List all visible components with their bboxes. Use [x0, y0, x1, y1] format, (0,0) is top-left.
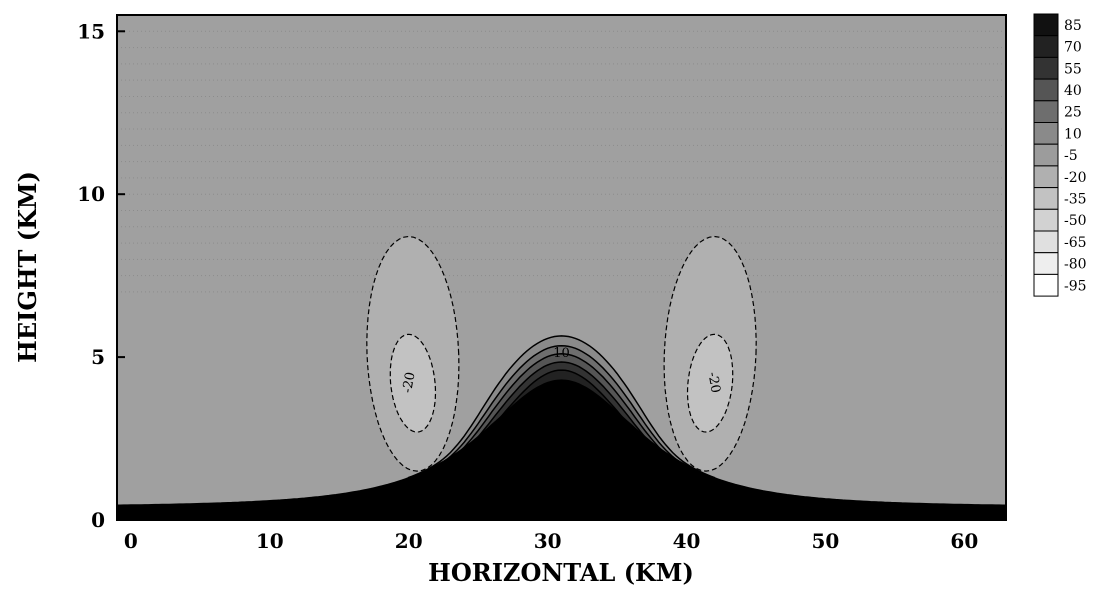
colorbar-label: -95 — [1064, 278, 1087, 294]
colorbar-swatch — [1033, 13, 1059, 37]
y-axis-title: HEIGHT (KM) — [13, 171, 42, 363]
colorbar-swatch — [1033, 230, 1059, 254]
plot-frame — [116, 14, 1007, 521]
contour-fields: -20 -20 10 — [117, 235, 1006, 520]
x-tick-label: 0 — [124, 529, 138, 553]
contour-label: 10 — [553, 346, 570, 361]
colorbar-swatch — [1033, 35, 1059, 58]
contour-label: -20 — [704, 371, 722, 394]
x-tick-label: 20 — [395, 529, 423, 553]
colorbar-label: 40 — [1064, 83, 1082, 99]
colorbar-label: 55 — [1064, 61, 1082, 77]
y-tick-label: 5 — [91, 345, 105, 369]
colorbar-label: 25 — [1064, 105, 1082, 121]
colorbar-label: -80 — [1064, 257, 1087, 273]
colorbar-label: 85 — [1064, 18, 1082, 34]
negative-lobe-inner — [686, 333, 734, 433]
colorbar-swatch — [1033, 273, 1059, 297]
colorbar-label: -50 — [1064, 213, 1087, 229]
colorbar-swatch — [1033, 208, 1059, 232]
x-tick-label: 30 — [534, 529, 562, 553]
x-tick-label: 10 — [256, 529, 284, 553]
y-axis: 0 5 10 15 — [77, 19, 125, 532]
negative-lobe-inner — [389, 333, 437, 433]
colorbar-swatch — [1033, 56, 1059, 80]
colorbar-swatch — [1033, 187, 1059, 210]
colorbar: 85 70 55 40 25 10 -5 -20 -35 -50 -65 -80 -95 — [1033, 13, 1087, 297]
y-tick-label: 10 — [77, 182, 105, 206]
x-tick-label: 40 — [673, 529, 701, 553]
y-tick-label: 15 — [77, 19, 105, 43]
colorbar-swatch — [1033, 100, 1059, 124]
colorbar-label: 10 — [1064, 126, 1082, 142]
colorbar-swatch — [1033, 252, 1059, 275]
colorbar-swatch — [1033, 143, 1059, 167]
colorbar-label: -35 — [1064, 191, 1087, 207]
contour-label: -20 — [400, 371, 418, 394]
dotted-grid — [117, 30, 1006, 293]
x-tick-label: 60 — [950, 529, 978, 553]
colorbar-label: -65 — [1064, 235, 1087, 251]
colorbar-label: 70 — [1064, 40, 1082, 56]
colorbar-label: -20 — [1064, 170, 1087, 186]
y-tick-label: 0 — [91, 508, 105, 532]
colorbar-label: -5 — [1064, 148, 1078, 164]
colorbar-swatch — [1033, 165, 1059, 189]
terrain — [117, 379, 1006, 520]
x-axis-title: HORIZONTAL (KM) — [428, 558, 694, 587]
x-tick-label: 50 — [812, 529, 840, 553]
colorbar-swatch — [1033, 78, 1059, 102]
colorbar-swatch — [1033, 122, 1059, 145]
x-axis: 0 10 20 30 40 50 60 — [124, 512, 978, 553]
